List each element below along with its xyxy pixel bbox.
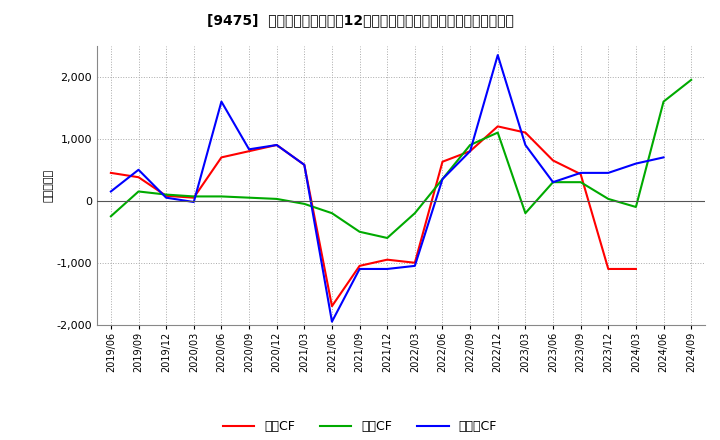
営業CF bbox=[604, 266, 613, 271]
フリーCF bbox=[107, 189, 115, 194]
投資CF bbox=[189, 194, 198, 199]
フリーCF bbox=[217, 99, 226, 104]
投資CF bbox=[631, 204, 640, 209]
投資CF bbox=[493, 130, 502, 135]
営業CF bbox=[493, 124, 502, 129]
営業CF bbox=[217, 155, 226, 160]
営業CF bbox=[631, 266, 640, 271]
フリーCF bbox=[189, 199, 198, 205]
営業CF bbox=[272, 143, 281, 148]
投資CF bbox=[272, 196, 281, 202]
営業CF bbox=[521, 130, 530, 135]
Text: [9475]  キャッシュフローの12か月移動合計の対前年同期増減額の推移: [9475] キャッシュフローの12か月移動合計の対前年同期増減額の推移 bbox=[207, 13, 513, 27]
投資CF bbox=[687, 77, 696, 83]
フリーCF bbox=[576, 170, 585, 176]
投資CF bbox=[383, 235, 392, 241]
営業CF bbox=[189, 195, 198, 200]
投資CF bbox=[604, 196, 613, 202]
Y-axis label: （百万円）: （百万円） bbox=[44, 169, 54, 202]
投資CF bbox=[134, 189, 143, 194]
営業CF bbox=[107, 170, 115, 176]
フリーCF bbox=[355, 266, 364, 271]
フリーCF bbox=[134, 167, 143, 172]
投資CF bbox=[576, 180, 585, 185]
営業CF bbox=[162, 193, 171, 198]
投資CF bbox=[107, 214, 115, 219]
フリーCF bbox=[438, 176, 447, 182]
フリーCF bbox=[245, 147, 253, 152]
フリーCF bbox=[383, 266, 392, 271]
Line: フリーCF: フリーCF bbox=[111, 55, 664, 322]
営業CF bbox=[383, 257, 392, 262]
フリーCF bbox=[521, 143, 530, 148]
投資CF bbox=[355, 229, 364, 235]
営業CF bbox=[300, 162, 309, 168]
フリーCF bbox=[660, 155, 668, 160]
営業CF bbox=[355, 263, 364, 268]
営業CF bbox=[328, 304, 336, 309]
フリーCF bbox=[466, 149, 474, 154]
営業CF bbox=[410, 260, 419, 265]
フリーCF bbox=[410, 263, 419, 268]
投資CF bbox=[466, 143, 474, 148]
投資CF bbox=[245, 195, 253, 200]
投資CF bbox=[328, 210, 336, 216]
投資CF bbox=[217, 194, 226, 199]
フリーCF bbox=[549, 180, 557, 185]
投資CF bbox=[438, 176, 447, 182]
営業CF bbox=[438, 159, 447, 165]
投資CF bbox=[660, 99, 668, 104]
投資CF bbox=[300, 201, 309, 206]
Legend: 営業CF, 投資CF, フリーCF: 営業CF, 投資CF, フリーCF bbox=[218, 415, 502, 438]
投資CF bbox=[549, 180, 557, 185]
フリーCF bbox=[328, 319, 336, 324]
営業CF bbox=[576, 172, 585, 177]
フリーCF bbox=[300, 162, 309, 168]
営業CF bbox=[466, 149, 474, 154]
フリーCF bbox=[162, 195, 171, 200]
営業CF bbox=[134, 175, 143, 180]
Line: 営業CF: 営業CF bbox=[111, 126, 636, 306]
フリーCF bbox=[272, 143, 281, 148]
フリーCF bbox=[493, 52, 502, 58]
投資CF bbox=[162, 192, 171, 197]
フリーCF bbox=[631, 161, 640, 166]
営業CF bbox=[549, 158, 557, 163]
投資CF bbox=[410, 210, 419, 216]
Line: 投資CF: 投資CF bbox=[111, 80, 691, 238]
フリーCF bbox=[604, 170, 613, 176]
営業CF bbox=[245, 149, 253, 154]
投資CF bbox=[521, 210, 530, 216]
